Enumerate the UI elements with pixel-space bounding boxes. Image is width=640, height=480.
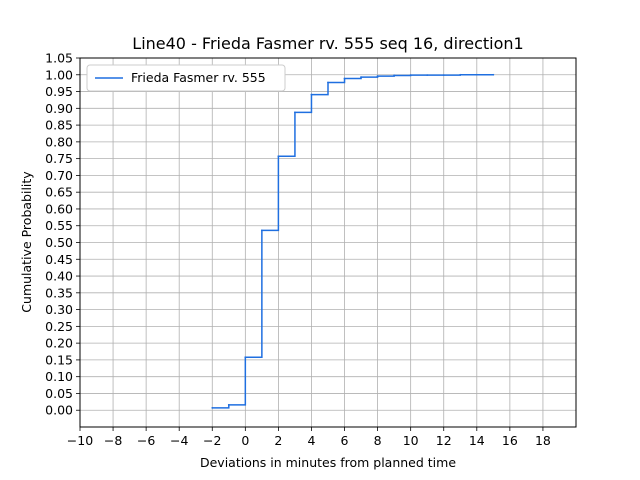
chart-title: Line40 - Frieda Fasmer rv. 555 seq 16, d… [132, 34, 523, 53]
y-tick-label: 0.65 [45, 185, 73, 200]
data-point [426, 74, 429, 77]
x-tick-label: 16 [502, 433, 518, 448]
data-point [376, 75, 379, 78]
data-point [211, 406, 214, 409]
x-tick-label: −10 [67, 433, 93, 448]
data-point [227, 403, 230, 406]
y-tick-label: 0.70 [45, 168, 73, 183]
x-tick-label: 10 [403, 433, 419, 448]
x-tick-label: −4 [170, 433, 188, 448]
data-point [409, 74, 412, 77]
y-tick-label: 0.55 [45, 218, 73, 233]
y-tick-label: 0.50 [45, 235, 73, 250]
x-tick-label: 4 [307, 433, 315, 448]
y-tick-label: 0.85 [45, 118, 73, 133]
data-point [277, 155, 280, 158]
data-point [475, 73, 478, 76]
y-tick-label: 0.20 [45, 336, 73, 351]
y-tick-label: 0.45 [45, 252, 73, 267]
x-tick-label: −2 [203, 433, 221, 448]
x-axis-ticks: −10 −8 −6 −4 −2 0 2 4 6 8 10 12 14 16 18 [67, 427, 551, 448]
x-tick-label: 8 [374, 433, 382, 448]
y-tick-label: 0.30 [45, 302, 73, 317]
legend: Frieda Fasmer rv. 555 [86, 64, 286, 92]
x-tick-label: 14 [469, 433, 485, 448]
y-tick-label: 0.00 [45, 403, 73, 418]
data-point [393, 74, 396, 77]
data-point [459, 73, 462, 76]
legend-box [86, 64, 286, 92]
y-tick-label: 0.60 [45, 201, 73, 216]
y-tick-label: 0.10 [45, 369, 73, 384]
data-point [327, 81, 329, 84]
data-point [360, 76, 362, 79]
data-point [294, 111, 296, 114]
y-tick-label: 1.05 [45, 51, 73, 66]
y-axis-label: Cumulative Probability [19, 171, 34, 313]
y-tick-label: 1.00 [45, 67, 73, 82]
x-tick-label: 6 [341, 433, 349, 448]
x-tick-label: −6 [137, 433, 155, 448]
y-tick-label: 0.25 [45, 319, 73, 334]
x-tick-label: 0 [241, 433, 249, 448]
data-point [310, 93, 313, 96]
x-tick-label: −8 [104, 433, 122, 448]
y-tick-label: 0.35 [45, 285, 73, 300]
x-tick-label: 12 [436, 433, 452, 448]
y-tick-label: 0.40 [45, 269, 73, 284]
data-point [492, 73, 495, 76]
legend-label: Frieda Fasmer rv. 555 [131, 70, 266, 85]
data-point [442, 74, 445, 77]
y-axis-ticks: 0.00 0.05 0.10 0.150.20 0.25 0.30 0.350.40 0.45… [45, 51, 80, 418]
y-tick-label: 0.15 [45, 352, 73, 367]
series-layer [211, 73, 495, 409]
data-point [260, 229, 263, 232]
y-tick-label: 0.90 [45, 101, 73, 116]
y-tick-label: 0.05 [45, 386, 73, 401]
y-tick-label: 0.75 [45, 151, 73, 166]
data-point [244, 356, 247, 359]
y-tick-label: 0.95 [45, 84, 73, 99]
x-tick-label: 2 [274, 433, 282, 448]
x-tick-label: 18 [535, 433, 551, 448]
y-tick-label: 0.80 [45, 134, 73, 149]
data-point [343, 77, 346, 80]
x-axis-label: Deviations in minutes from planned time [200, 455, 456, 470]
